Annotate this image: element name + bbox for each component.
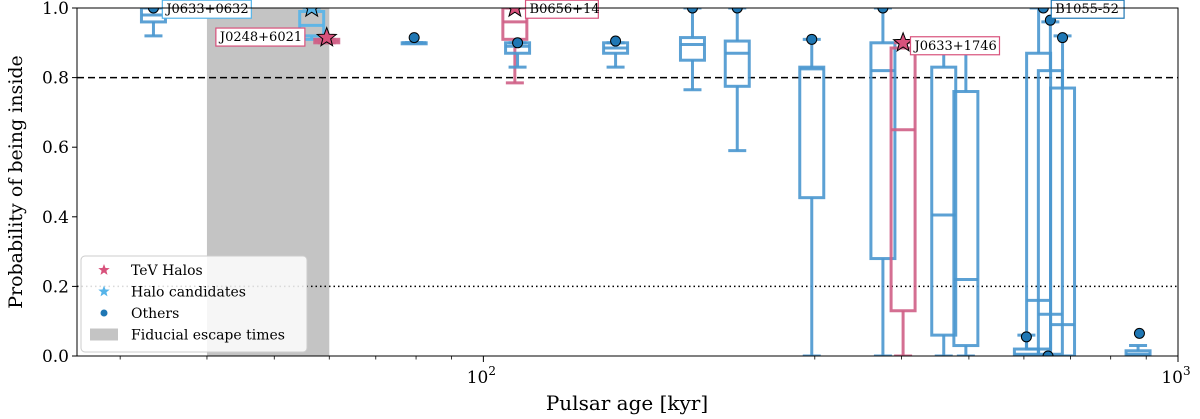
- tev-halo-star: [315, 26, 338, 47]
- x-tick-label: 103: [1161, 364, 1190, 388]
- legend-label: TeV Halos: [131, 263, 203, 279]
- pulsar-point: [147, 8, 159, 14]
- legend: TeV Halos Halo candidates Others Fiducial e…: [80, 255, 308, 353]
- box-body: [889, 46, 917, 313]
- annotation-label: J0248+6021: [218, 30, 302, 45]
- legend-star-icon: [98, 285, 110, 297]
- y-tick-label: 1.0: [42, 0, 69, 19]
- halo-candidate-star: [304, 8, 319, 18]
- axes-layer: 0.0 0.2 0.4 0.6 0.8 1.0 102 103: [42, 0, 1191, 388]
- y-tick-label: 0.6: [42, 138, 69, 158]
- pulsar-point: [1042, 350, 1054, 356]
- pulsar-point: [1020, 331, 1032, 343]
- points-layer: [147, 8, 1145, 356]
- pulsar-point: [806, 33, 818, 45]
- legend-item: Fiducial escape times: [90, 328, 285, 344]
- pulsar-annotation: J0633+0632: [161, 0, 252, 19]
- legend-dot-icon: [100, 309, 108, 317]
- legend-patch-icon: [90, 328, 118, 341]
- y-tick-label: 0.8: [42, 69, 69, 89]
- pulsar-point: [610, 35, 622, 47]
- box-body: [952, 90, 980, 348]
- legend-label: Halo candidates: [131, 285, 246, 301]
- x-axis-label: Pulsar age [kyr]: [546, 391, 708, 415]
- box-plot: [501, 8, 529, 85]
- box-body: [723, 39, 751, 88]
- legend-label: Others: [131, 306, 179, 322]
- annotation-box: [1050, 0, 1125, 19]
- plot-frame: [76, 7, 1179, 357]
- legend-frame: [80, 255, 308, 353]
- pulsar-point: [512, 37, 524, 49]
- pulsar-point: [408, 32, 420, 44]
- box-layer: [139, 8, 1152, 356]
- annotation-box: [161, 0, 252, 19]
- y-tick-label: 0.2: [42, 277, 69, 297]
- tev-halo-star: [508, 8, 522, 18]
- pulsar-point: [731, 8, 743, 14]
- annotation-layer: J0633+0632 J0248+6021 B0656+14 J0633+1746 B1…: [161, 0, 1125, 56]
- pulsar-point: [877, 8, 889, 14]
- pulsar-annotation: B1055-52: [1050, 0, 1125, 19]
- y-axis-label: Probability of being inside: [5, 55, 27, 309]
- pulsar-point: [1133, 327, 1145, 339]
- pulsar-point: [1037, 8, 1049, 14]
- pulsar-annotation: J0248+6021: [215, 27, 306, 47]
- pulsar-annotation: J0633+1746: [909, 36, 1001, 56]
- plot-area: [77, 8, 1178, 356]
- annotation-box: [215, 27, 306, 47]
- annotation-label: B0656+14: [530, 2, 600, 17]
- pulsar-annotation: B0656+14: [524, 0, 600, 19]
- annotation-box: [909, 36, 1001, 56]
- box-plot: [1124, 344, 1152, 356]
- pulsar-point: [1057, 32, 1069, 44]
- threshold-lines-layer: [77, 76, 1178, 288]
- box-body: [930, 65, 958, 337]
- legend-label: Fiducial escape times: [131, 328, 285, 344]
- box-body: [798, 65, 826, 200]
- legend-item: TeV Halos: [98, 263, 203, 279]
- annotation-label: J0633+0632: [164, 2, 248, 17]
- annotation-label: J0633+1746: [912, 39, 996, 54]
- box-plot: [723, 8, 751, 153]
- annotation-label: B1055-52: [1055, 2, 1119, 17]
- legend-star-icon: [98, 264, 110, 275]
- box-body: [869, 41, 897, 261]
- pulsar-point: [686, 8, 698, 14]
- annotation-box: [524, 0, 599, 19]
- x-tick-label: 102: [467, 364, 496, 388]
- box-body: [678, 36, 706, 62]
- legend-item: Halo candidates: [98, 285, 246, 301]
- y-tick-label: 0.0: [42, 347, 69, 367]
- legend-item: Others: [100, 306, 179, 322]
- y-tick-label: 0.4: [42, 208, 69, 228]
- box-plot: [678, 8, 706, 92]
